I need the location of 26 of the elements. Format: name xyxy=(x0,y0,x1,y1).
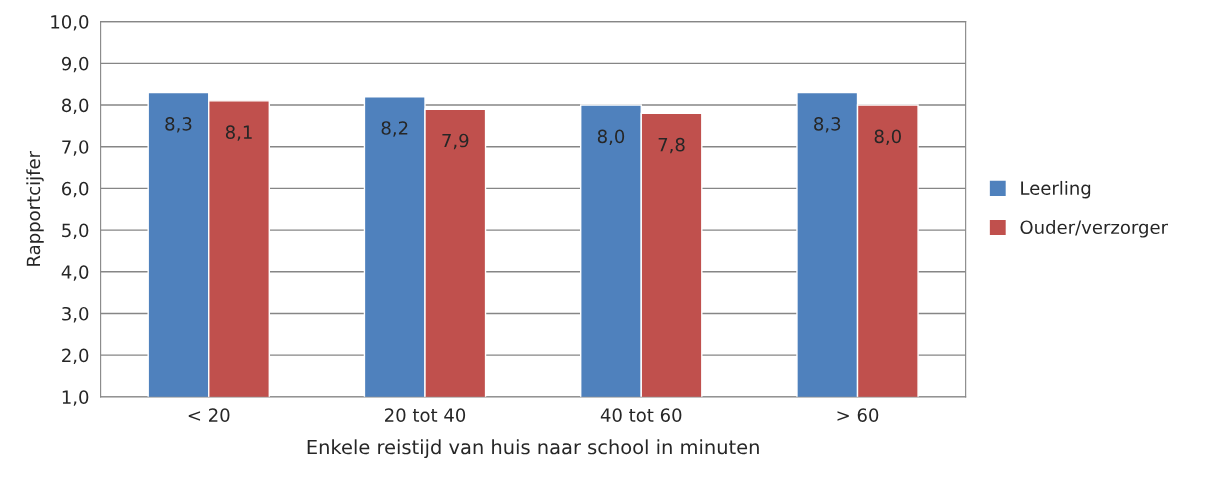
y-tick-label: 4,0 xyxy=(61,265,89,281)
y-tick-label: 7,0 xyxy=(62,140,89,156)
y-tick-label: 8,0 xyxy=(62,98,89,114)
data-label: 8,0 xyxy=(597,129,625,146)
data-label: 8,1 xyxy=(225,125,252,141)
data-label: 8,3 xyxy=(165,117,192,133)
data-label: 8,2 xyxy=(381,121,408,137)
data-label: 8,3 xyxy=(814,117,841,133)
legend-label: Ouder/verzorger xyxy=(1020,220,1169,238)
y-axis-title: Rapportcijfer xyxy=(26,150,44,266)
x-tick-label: > 60 xyxy=(837,408,879,422)
y-tick-label: 5,0 xyxy=(62,223,89,240)
y-tick-label: 9,0 xyxy=(61,56,89,73)
data-label: 8,0 xyxy=(874,129,901,146)
data-label: 7,8 xyxy=(658,137,685,154)
y-tick-label: 6,0 xyxy=(62,181,89,198)
y-tick-label: 3,0 xyxy=(62,306,89,323)
data-label: 7,9 xyxy=(442,133,469,150)
y-tick-label: 10,0 xyxy=(51,15,89,31)
legend-label: Leerling xyxy=(1021,180,1091,199)
x-tick-label: 20 tot 40 xyxy=(385,408,466,422)
x-axis-title: Enkele reistijd van huis naar school in minuten xyxy=(307,439,759,459)
x-tick-label: < 20 xyxy=(188,408,230,422)
x-tick-label: 40 tot 60 xyxy=(600,408,682,422)
y-tick-label: 2,0 xyxy=(62,348,89,365)
y-tick-label: 1,0 xyxy=(62,390,89,406)
